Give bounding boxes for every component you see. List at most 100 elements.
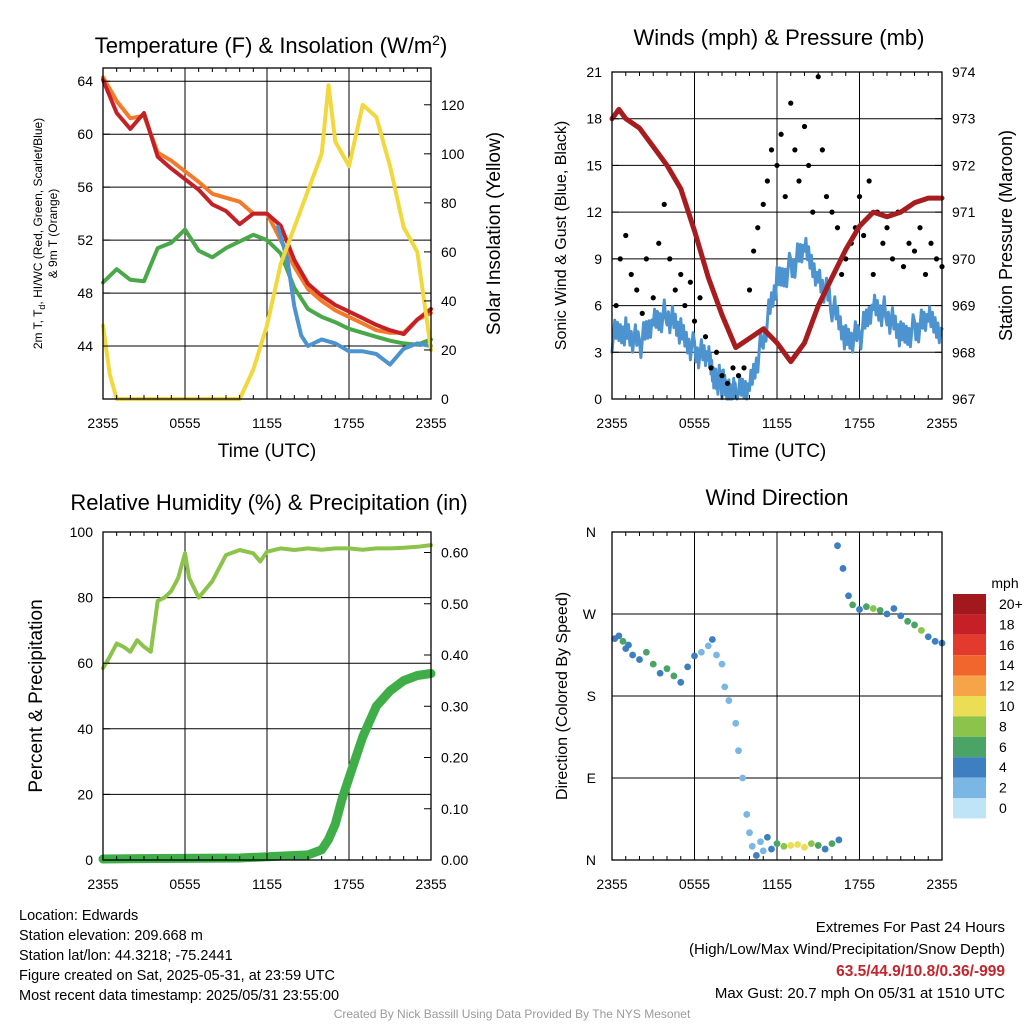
y-tick-label: 60: [77, 126, 93, 142]
gust-point: [661, 201, 667, 207]
y-tick-label: 40: [77, 721, 93, 737]
gust-point: [782, 193, 788, 200]
gust-point: [760, 201, 766, 207]
direction-point: [732, 719, 740, 727]
legend-title: mph: [991, 575, 1018, 591]
x-tick-label: 1155: [252, 876, 282, 892]
legend-swatch: [953, 614, 986, 635]
gust-point: [796, 178, 802, 184]
gust-point: [928, 240, 934, 246]
gust-point: [792, 147, 798, 153]
direction-point: [931, 637, 939, 645]
extremes-heading: Extremes For Past 24 Hours: [815, 919, 1005, 936]
legend-label: 10: [999, 698, 1015, 714]
gust-point: [906, 240, 912, 246]
y2-tick-label: 971: [952, 204, 976, 220]
y-tick-label: 56: [77, 179, 93, 195]
y-tick-label: N: [586, 524, 596, 540]
direction-point: [801, 843, 808, 851]
x-tick-label: 2355: [87, 876, 118, 892]
panel-1: 64 60 56 52 48 44 120 100 80 60 40 20 0 2355 0555 1155 1…: [31, 32, 505, 462]
gust-point: [778, 131, 784, 137]
y-tick-label: 9: [594, 251, 602, 267]
elevation-text: Station elevation: 209.668 m: [19, 928, 203, 944]
y-tick-label: 80: [77, 590, 93, 606]
y2-axis-label: Station Pressure (Maroon): [996, 130, 1016, 341]
gust-point: [819, 147, 825, 153]
direction-point: [897, 612, 905, 620]
direction-point: [642, 648, 650, 656]
gust-point: [656, 240, 662, 246]
gust-point: [708, 365, 714, 371]
direction-point: [763, 833, 771, 841]
gust-point: [687, 279, 693, 285]
y2-tick-label: 973: [952, 111, 976, 127]
extremes-legend: (High/Low/Max Wind/Precipitation/Snow De…: [689, 941, 1005, 958]
direction-point: [849, 601, 857, 609]
legend-label: 20+: [999, 596, 1023, 612]
direction-point: [677, 678, 685, 686]
y-axis-label: Sonic Wind & Gust (Blue, Black): [553, 121, 570, 350]
created-text: Figure created on Sat, 2025-05-31, at 23…: [19, 968, 335, 984]
legend-label: 8: [999, 718, 1007, 734]
direction-point: [890, 605, 898, 612]
latlon-text: Station lat/lon: 44.3218; -75.2441: [19, 948, 233, 964]
gust-point: [682, 302, 688, 309]
gust-point: [713, 349, 720, 355]
y2-tick-label: 120: [441, 97, 465, 113]
gust-point: [768, 147, 775, 153]
gust-point: [806, 162, 812, 169]
extremes-info: Extremes For Past 24 Hours (High/Low/Max…: [689, 917, 1005, 1005]
gust-point: [755, 225, 761, 231]
gust-point: [724, 380, 731, 387]
gust-point: [815, 74, 821, 80]
legend-label: 4: [999, 759, 1007, 775]
y2-tick-label: 20: [441, 342, 457, 358]
y2-tick-label: 970: [952, 251, 976, 267]
direction-point: [814, 842, 822, 849]
gust-point: [639, 310, 645, 316]
gust-point: [834, 225, 841, 231]
direction-point: [704, 642, 712, 650]
direction-point: [718, 660, 726, 668]
x-tick-label: 0555: [169, 876, 200, 892]
wind-line: [610, 236, 944, 401]
legend-label: 0: [999, 800, 1007, 816]
gust-point: [730, 365, 736, 371]
gust-point: [839, 271, 845, 278]
gust-point: [617, 256, 623, 262]
gust-point: [751, 248, 757, 254]
direction-point: [834, 542, 841, 550]
legend-label: 16: [999, 637, 1015, 653]
direction-point: [743, 811, 751, 818]
gust-point: [884, 225, 890, 231]
y-tick-label: 48: [77, 285, 93, 301]
location-text: Location: Edwards: [19, 908, 139, 924]
precip-line: [98, 669, 436, 864]
max-gust-text: Max Gust: 20.7 mph On 05/31 at 1510 UTC: [714, 985, 1005, 1002]
y-tick-label: E: [587, 770, 596, 786]
chart-title: Temperature (F) & Insolation (W/m2): [95, 32, 448, 58]
gust-point: [823, 193, 830, 200]
y-tick-label: 0: [594, 391, 602, 407]
y-tick-label: 6: [594, 298, 602, 314]
x-tick-label: 2355: [926, 876, 957, 892]
gust-point: [788, 100, 794, 106]
gust-point: [870, 271, 876, 278]
x-tick-label: 1755: [844, 415, 875, 431]
x-tick-label: 1155: [762, 415, 792, 431]
gust-point: [880, 240, 886, 246]
y-tick-label: 100: [70, 524, 94, 540]
panel-3: 100 80 60 40 20 0 0.60 0.50 0.40 0.30 0.20 0.10 0.00…: [26, 490, 468, 892]
direction-point: [739, 774, 747, 782]
y-tick-label: 3: [594, 344, 602, 360]
legend-swatch: [953, 696, 986, 717]
direction-point: [721, 683, 729, 691]
y-tick-label: N: [586, 852, 596, 868]
y2-tick-label: 60: [441, 244, 457, 260]
direction-point: [780, 842, 788, 850]
direction-point: [807, 840, 815, 847]
legend-label: 2: [999, 780, 1007, 796]
legend-label: 18: [999, 616, 1015, 632]
